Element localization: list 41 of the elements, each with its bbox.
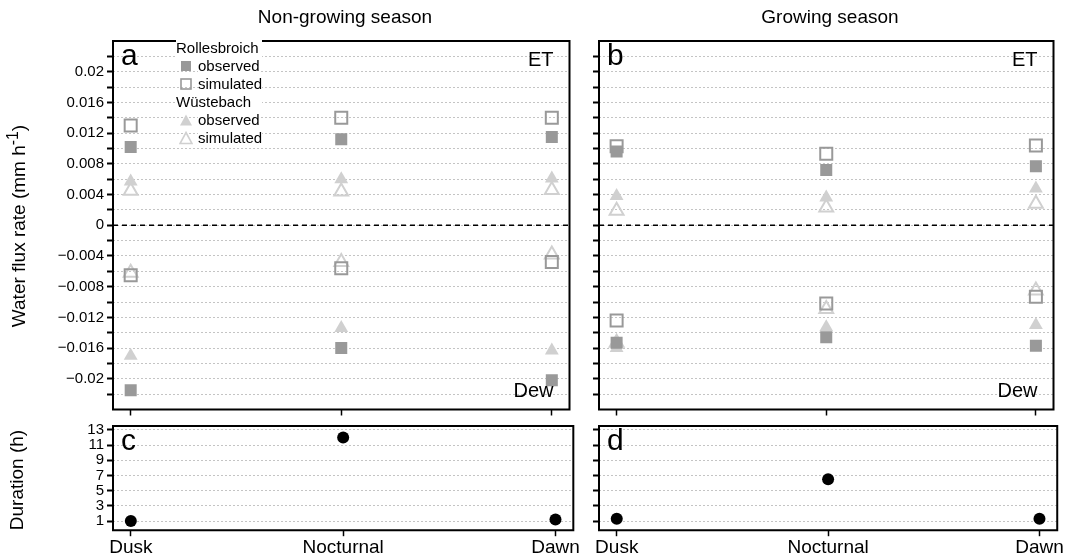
y-tick-label: 0.012 bbox=[66, 123, 104, 141]
y-tick-label: 5 bbox=[95, 480, 104, 498]
y-tick-label: 11 bbox=[88, 435, 104, 453]
y-tick-label: −0.02 bbox=[66, 368, 104, 386]
legend-label: observed bbox=[198, 57, 260, 75]
x-tick-label: Dusk bbox=[109, 535, 153, 557]
y-tick-label: −0.016 bbox=[57, 338, 104, 356]
legend-label: simulated bbox=[198, 129, 263, 147]
y-tick-label: 7 bbox=[95, 465, 104, 483]
annotation: d bbox=[607, 423, 624, 457]
legend-label: observed bbox=[198, 111, 260, 129]
y-tick-label: −0.012 bbox=[57, 307, 104, 325]
annotation: a bbox=[121, 38, 138, 72]
legend-label: simulated bbox=[198, 75, 263, 93]
y-tick-label: 1 bbox=[95, 511, 104, 529]
y-tick-label: −0.008 bbox=[57, 276, 104, 294]
x-tick-label: Dawn bbox=[1015, 535, 1064, 557]
annotation: ET bbox=[527, 47, 554, 70]
y-axis-title: Duration (h) bbox=[6, 429, 28, 531]
annotation: Rollesbroich bbox=[176, 39, 263, 57]
y-tick-label: 13 bbox=[87, 419, 104, 437]
annotation: Wüstebach bbox=[176, 93, 263, 111]
y-tick-label: 0.02 bbox=[74, 61, 104, 79]
chart-title: Growing season bbox=[760, 6, 900, 28]
x-tick-label: Nocturnal bbox=[302, 535, 384, 557]
y-tick-label: 0.016 bbox=[66, 92, 104, 110]
y-tick-label: 0.008 bbox=[66, 153, 104, 171]
annotation: Dew bbox=[997, 379, 1039, 402]
chart-title: Non-growing season bbox=[256, 6, 434, 28]
y-tick-label: 0.004 bbox=[66, 184, 104, 202]
x-tick-label: Dusk bbox=[595, 535, 639, 557]
y-tick-label: 3 bbox=[95, 496, 104, 513]
y-tick-label: 9 bbox=[95, 450, 104, 468]
annotation: b bbox=[607, 38, 624, 72]
x-tick-label: Nocturnal bbox=[787, 535, 869, 557]
annotation: Dew bbox=[513, 379, 555, 402]
annotation: c bbox=[121, 423, 136, 457]
x-tick-label: Dawn bbox=[531, 535, 580, 557]
y-tick-label: −0.004 bbox=[57, 246, 104, 264]
y-tick-label: 0 bbox=[95, 215, 104, 233]
annotation: ET bbox=[1011, 47, 1038, 70]
